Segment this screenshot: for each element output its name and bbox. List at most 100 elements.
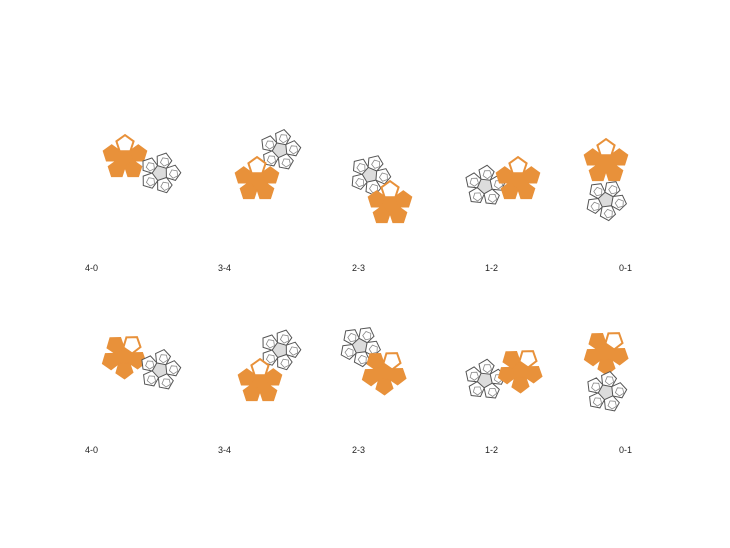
panel-label: 1-2	[485, 263, 499, 273]
orange-pentagon	[366, 352, 385, 371]
orange-pentagon	[511, 375, 530, 394]
grey-inner-pentagon	[593, 186, 603, 197]
panel-label: 3-4	[218, 263, 232, 273]
grey-inner-pentagon	[472, 386, 483, 396]
orange-pentagon	[106, 336, 125, 355]
grey-inner-pentagon	[280, 358, 290, 368]
orange-pentagon	[372, 205, 391, 224]
grey-inner-pentagon	[146, 375, 157, 385]
grey-inner-pentagon	[357, 354, 367, 365]
orange-pentagon	[583, 348, 603, 367]
orange-outline-pentagon	[115, 133, 135, 153]
orange-pentagon	[522, 166, 541, 184]
panel-label: 2-3	[352, 445, 366, 455]
grey-inner-pentagon	[168, 365, 179, 375]
orange-outline-pentagon	[247, 155, 267, 175]
panel-label: 2-3	[352, 263, 366, 273]
orange-pentagon	[115, 361, 134, 380]
orange-outline-pentagon	[380, 179, 400, 199]
orange-pentagon	[610, 148, 629, 166]
orange-pentagon	[124, 159, 143, 178]
grey-inner-pentagon	[482, 170, 492, 180]
orange-pentagon	[361, 368, 381, 387]
orange-outline-pentagon	[596, 137, 616, 157]
panel-label: 4-0	[85, 263, 99, 273]
orange-outline-pentagon	[518, 350, 538, 369]
grey-inner-pentagon	[469, 371, 479, 381]
orange-pentagon	[367, 190, 386, 208]
orange-pentagon	[583, 148, 602, 166]
grey-inner-pentagon	[608, 185, 618, 195]
orange-pentagon	[517, 181, 536, 200]
panel-label: 0-1	[619, 263, 633, 273]
orange-pentagon	[497, 366, 517, 385]
panel-label: 0-1	[619, 445, 633, 455]
grey-inner-pentagon	[278, 134, 289, 144]
orange-pentagon	[597, 357, 616, 376]
grey-inner-pentagon	[362, 331, 372, 341]
orange-pentagon	[588, 332, 607, 351]
orange-pentagon	[495, 166, 514, 184]
grey-inner-pentagon	[281, 158, 291, 168]
grey-inner-pentagon	[614, 198, 624, 208]
orange-outline-pentagon	[250, 357, 270, 377]
orange-pentagon	[237, 368, 256, 386]
grey-inner-pentagon	[159, 157, 170, 167]
grey-inner-pentagon	[472, 192, 483, 202]
orange-pentagon	[261, 166, 280, 184]
orange-pentagon	[234, 166, 253, 184]
grey-inner-pentagon	[344, 347, 354, 358]
grey-inner-pentagon	[591, 382, 601, 392]
grey-inner-pentagon	[145, 162, 155, 172]
grey-inner-pentagon	[145, 360, 155, 370]
orange-outline-pentagon	[508, 155, 528, 175]
grey-inner-pentagon	[288, 346, 299, 356]
orange-pentagon	[375, 377, 394, 396]
orange-pentagon	[264, 368, 283, 386]
orange-pentagon	[524, 365, 543, 384]
grey-inner-pentagon	[347, 332, 357, 343]
orange-pentagon	[502, 350, 521, 369]
orange-outline-pentagon	[382, 352, 402, 371]
orange-pentagon	[242, 383, 261, 402]
orange-pentagon	[588, 163, 607, 182]
grey-inner-pentagon	[487, 193, 498, 203]
grey-inner-pentagon	[603, 208, 613, 219]
orange-pentagon	[256, 181, 275, 200]
panel-label: 3-4	[218, 445, 232, 455]
orange-pentagon	[259, 383, 278, 402]
orange-outline-pentagon	[122, 336, 142, 355]
grey-inner-pentagon	[168, 169, 179, 179]
grey-inner-pentagon	[487, 387, 498, 397]
grey-inner-pentagon	[614, 387, 625, 397]
grey-inner-pentagon	[371, 159, 381, 169]
grey-inner-pentagon	[482, 364, 492, 374]
orange-pentagon	[610, 347, 629, 366]
grey-inner-pentagon	[604, 376, 615, 386]
grey-inner-pentagon	[266, 155, 277, 165]
orange-outline-pentagon	[604, 332, 624, 351]
grey-inner-pentagon	[158, 354, 169, 364]
orange-pentagon	[102, 144, 121, 162]
grey-inner-pentagon	[378, 172, 388, 182]
grey-inner-pentagon	[355, 178, 365, 188]
grey-inner-pentagon	[607, 400, 617, 410]
grey-inner-pentagon	[592, 397, 603, 407]
orange-pentagon	[388, 367, 407, 386]
grey-inner-pentagon	[265, 339, 275, 349]
grey-inner-pentagon	[265, 354, 276, 364]
grey-inner-pentagon	[161, 378, 171, 388]
grey-inner-pentagon	[265, 140, 275, 150]
orange-pentagon	[101, 352, 121, 371]
orange-pentagon	[389, 205, 408, 224]
orange-pentagon	[605, 163, 624, 182]
grey-inner-pentagon	[279, 334, 290, 344]
orange-pentagon	[128, 351, 147, 370]
grey-inner-pentagon	[590, 201, 600, 212]
orange-pentagon	[500, 181, 519, 200]
orange-pentagon	[107, 159, 126, 178]
panel-label: 4-0	[85, 445, 99, 455]
grey-inner-pentagon	[288, 145, 299, 155]
